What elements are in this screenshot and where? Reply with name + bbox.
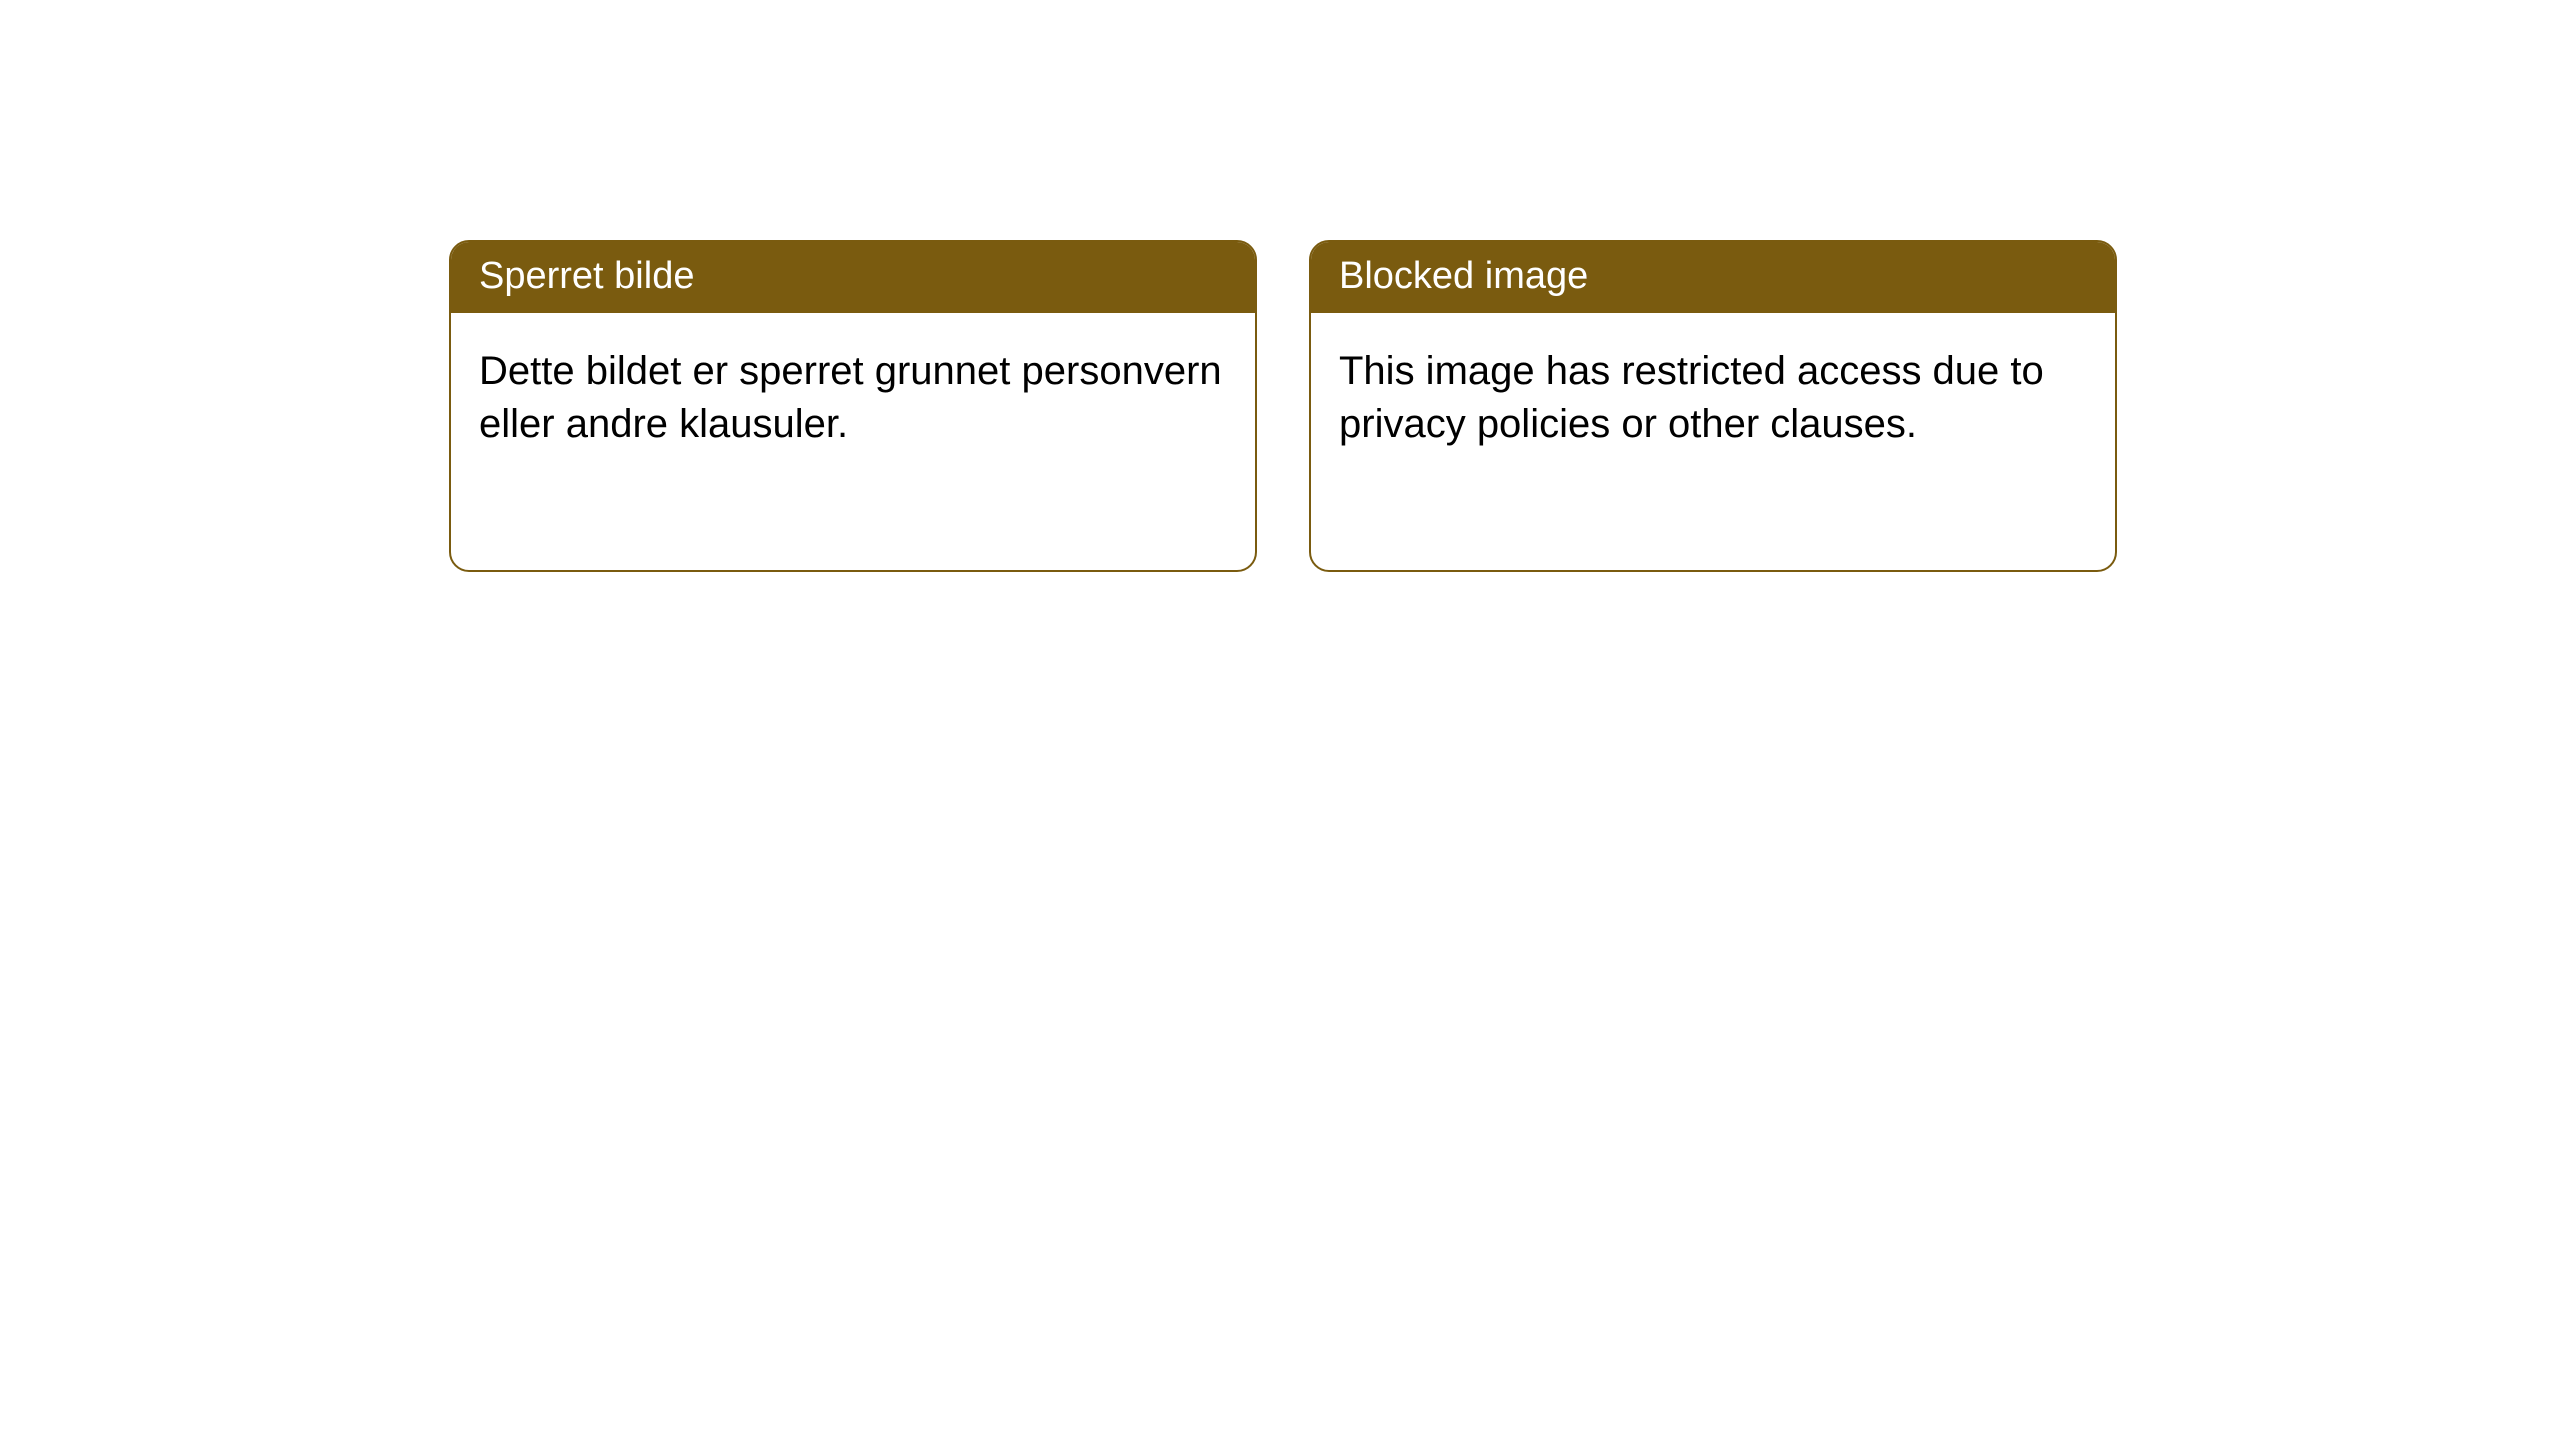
notice-container: Sperret bilde Dette bildet er sperret gr…: [0, 0, 2560, 572]
card-header-english: Blocked image: [1311, 242, 2115, 313]
blocked-image-card-english: Blocked image This image has restricted …: [1309, 240, 2117, 572]
blocked-image-card-norwegian: Sperret bilde Dette bildet er sperret gr…: [449, 240, 1257, 572]
card-body-english: This image has restricted access due to …: [1311, 313, 2115, 483]
card-body-norwegian: Dette bildet er sperret grunnet personve…: [451, 313, 1255, 483]
card-header-norwegian: Sperret bilde: [451, 242, 1255, 313]
